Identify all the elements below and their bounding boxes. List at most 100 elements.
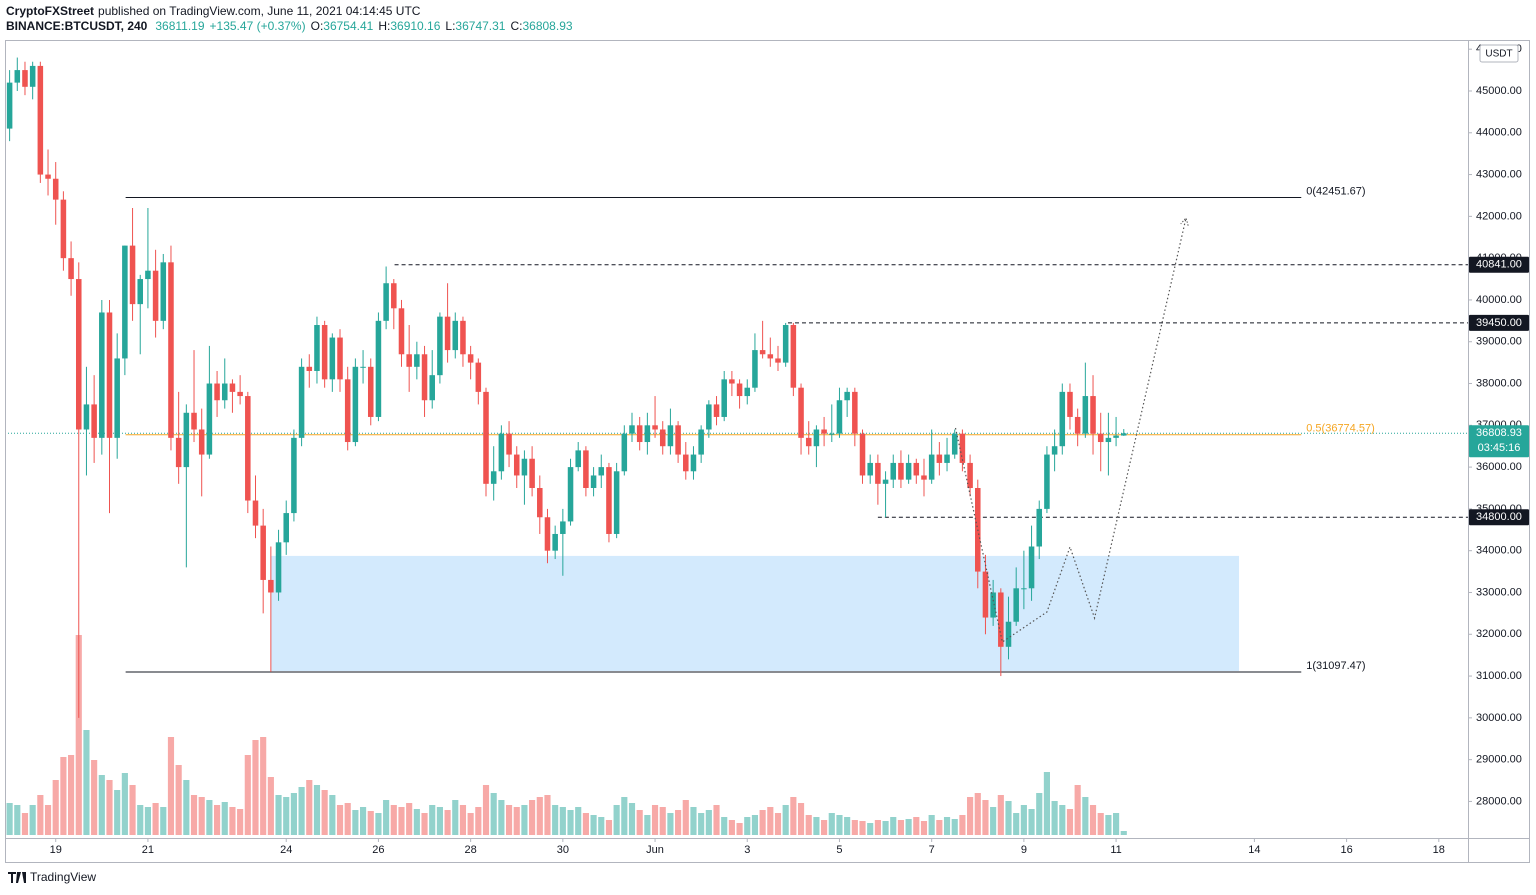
volume-bar (1089, 805, 1097, 835)
y-tick-label: 42000.00 (1476, 210, 1522, 222)
candle-body (1028, 546, 1035, 589)
candle-body (667, 425, 674, 447)
candle-body (383, 283, 389, 321)
candle-body (644, 425, 651, 443)
candle-body (1013, 588, 1019, 622)
volume-bar (505, 805, 513, 835)
candle-body (990, 592, 996, 618)
candle-body (606, 467, 612, 534)
close-value: 36808.93 (522, 19, 572, 33)
volume-bar (636, 810, 643, 835)
fib-label: 0.5(36774.57) (1306, 423, 1375, 435)
y-tick-label: 40000.00 (1476, 294, 1522, 306)
volume-bar (252, 740, 259, 835)
volume-bar (628, 803, 636, 835)
volume-bar (260, 737, 267, 835)
volume-bar (1074, 785, 1081, 835)
candle-body (37, 65, 44, 175)
candle-body (114, 358, 120, 438)
footer-logo (8, 872, 26, 883)
candle-body (206, 383, 213, 455)
current-price-label: 36808.93 (1476, 427, 1522, 439)
candle-body (767, 354, 774, 359)
volume-bar (797, 803, 805, 835)
candle-body (575, 450, 581, 468)
volume-bar (821, 820, 828, 835)
volume-bar (390, 805, 397, 835)
volume-bar (475, 807, 482, 835)
open-prefix: O: (311, 19, 324, 33)
candle-body (291, 437, 297, 514)
volume-bar (759, 810, 766, 835)
y-tick-label: 29000.00 (1476, 754, 1522, 766)
volume-bar (75, 635, 82, 835)
candle-body (421, 354, 428, 401)
volume-bar (37, 795, 44, 835)
footer: TradingView (8, 870, 96, 884)
volume-bar (913, 817, 920, 835)
candle-body (122, 245, 128, 359)
volume-bar (774, 813, 782, 835)
volume-bar (183, 780, 190, 835)
currency-badge (1479, 44, 1519, 63)
candle-body (905, 462, 912, 480)
candle-body (414, 354, 420, 367)
candle-body (367, 366, 374, 417)
y-tick-label: 36000.00 (1476, 461, 1522, 473)
volume-bar (544, 795, 551, 835)
candle-body (583, 450, 589, 488)
x-tick-label: 7 (929, 844, 935, 856)
candle-body (506, 433, 512, 455)
candle-body (75, 279, 82, 430)
volume-bar (83, 730, 90, 835)
volume-bar (383, 800, 390, 835)
candle-body (406, 354, 412, 367)
volume-bar (667, 813, 674, 835)
candle-body (698, 429, 704, 455)
header-line: CryptoFXStreet published on TradingView.c… (6, 4, 421, 18)
volume-bar (375, 813, 382, 835)
candle-body (813, 429, 820, 447)
level-tag-label: 40841.00 (1476, 259, 1522, 271)
candle-body (352, 366, 359, 443)
candle-body (160, 262, 167, 321)
candle-body (998, 592, 1004, 647)
level-tag-label: 39450.00 (1476, 317, 1522, 329)
candle-body (168, 262, 174, 438)
volume-bar (582, 813, 589, 835)
volume-bar (943, 817, 951, 835)
candle-body (283, 513, 289, 543)
volume-bar (828, 813, 835, 835)
volume-bar (529, 800, 536, 835)
volume-bar (490, 793, 497, 835)
candle-body (360, 366, 366, 368)
low-prefix: L: (445, 19, 455, 33)
volume-bar (267, 777, 274, 835)
volume-bar (452, 800, 459, 835)
volume-bar (152, 803, 159, 835)
y-tick-label: 30000.00 (1476, 712, 1522, 724)
candle-body (659, 429, 666, 447)
candle-body (529, 458, 535, 488)
volume-bar (190, 795, 198, 835)
candle-body (567, 467, 574, 522)
volume-bar (498, 800, 505, 835)
volume-bar (859, 821, 866, 835)
volume-bar (575, 807, 582, 835)
volume-bar (1082, 797, 1089, 835)
candle-body (152, 270, 159, 321)
candle-body (736, 383, 743, 397)
candle-body (1097, 433, 1104, 443)
volume-bar (329, 795, 336, 835)
volume-bar (106, 780, 113, 835)
volume-bar (1105, 815, 1112, 835)
x-tick-label: 9 (1021, 844, 1027, 856)
volume-bar (1020, 805, 1027, 835)
candle-body (721, 379, 727, 417)
volume-bar (52, 780, 59, 835)
candle-body (1067, 391, 1073, 417)
candle-body (890, 462, 897, 480)
volume-bar (905, 819, 912, 835)
candle-body (790, 325, 797, 388)
